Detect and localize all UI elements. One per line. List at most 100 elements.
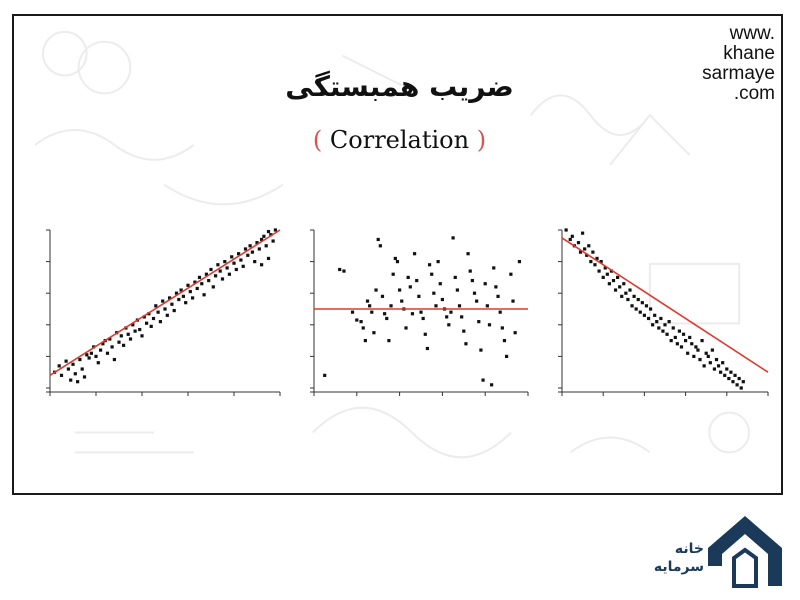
data-point: [466, 252, 470, 256]
data-point: [218, 269, 222, 273]
data-point: [449, 310, 453, 314]
data-point: [260, 263, 264, 267]
data-point: [126, 332, 130, 336]
data-point: [122, 343, 126, 347]
data-point: [700, 339, 704, 343]
data-point: [151, 316, 156, 321]
data-point: [663, 323, 667, 327]
data-point: [271, 239, 275, 243]
data-point: [464, 342, 468, 346]
data-point: [589, 260, 593, 264]
data-point: [255, 241, 259, 245]
data-point: [425, 346, 430, 351]
data-point: [266, 229, 271, 234]
data-point: [638, 310, 642, 314]
data-point: [500, 326, 504, 330]
data-point: [163, 307, 167, 311]
data-point: [585, 253, 589, 257]
data-point: [158, 320, 162, 324]
data-point: [138, 327, 142, 332]
data-point: [434, 304, 438, 308]
data-point: [410, 312, 415, 316]
data-point: [257, 247, 261, 251]
data-point: [462, 329, 466, 333]
data-point: [246, 253, 250, 257]
data-point: [262, 234, 266, 238]
data-point: [445, 315, 449, 319]
data-point: [216, 263, 220, 267]
data-point: [73, 372, 77, 376]
data-point: [112, 357, 116, 362]
site-url[interactable]: www. khane sarmaye .com: [702, 24, 775, 104]
data-point: [273, 228, 277, 232]
data-point: [735, 383, 739, 387]
data-point: [368, 304, 372, 308]
data-point: [690, 342, 694, 346]
data-point: [184, 301, 188, 305]
data-point: [96, 361, 100, 365]
data-point: [616, 275, 620, 279]
data-point: [432, 291, 436, 295]
data-point: [243, 247, 248, 251]
data-point: [376, 237, 380, 242]
data-point: [342, 269, 346, 273]
fit-line: [49, 229, 281, 377]
data-point: [661, 329, 665, 333]
data-point: [188, 290, 192, 294]
data-point: [483, 282, 487, 286]
data-point: [225, 266, 229, 270]
data-point: [513, 331, 517, 335]
data-point: [161, 299, 165, 303]
data-point: [391, 272, 395, 276]
data-point: [632, 294, 636, 298]
data-point: [739, 386, 743, 390]
data-point: [170, 302, 174, 306]
data-point: [502, 339, 507, 343]
data-point: [406, 275, 410, 279]
data-point: [165, 313, 169, 317]
data-point: [156, 310, 160, 314]
data-point: [665, 332, 669, 336]
data-point: [438, 282, 442, 286]
data-point: [692, 354, 696, 358]
data-point: [234, 267, 238, 272]
data-point: [374, 288, 378, 292]
subtitle-text: Correlation: [329, 126, 470, 154]
data-point: [195, 286, 199, 291]
brand-logo-icon[interactable]: [650, 508, 790, 592]
data-point: [620, 294, 624, 298]
data-point: [686, 351, 690, 355]
data-point: [475, 299, 479, 303]
data-point: [636, 297, 640, 302]
data-point: [110, 345, 114, 349]
data-point: [177, 297, 181, 302]
data-point: [727, 376, 731, 381]
data-point: [708, 361, 712, 365]
data-point: [725, 367, 729, 371]
data-point: [227, 272, 231, 276]
data-point: [117, 340, 121, 344]
data-point: [385, 316, 389, 321]
data-point: [427, 263, 432, 267]
data-point: [370, 310, 374, 314]
data-point: [578, 250, 583, 254]
data-point: [644, 304, 649, 308]
data-point: [490, 383, 494, 387]
data-point: [400, 299, 404, 303]
data-point: [99, 348, 103, 352]
main-frame: ضریب همبستگی ( Correlation ) www. khane …: [12, 14, 783, 495]
data-point: [172, 308, 176, 313]
data-point: [361, 326, 365, 330]
data-point: [597, 269, 601, 273]
data-point: [419, 310, 423, 314]
data-point: [436, 260, 440, 264]
data-point: [128, 337, 133, 341]
data-point: [80, 367, 84, 371]
data-point: [269, 233, 273, 237]
data-point: [479, 348, 483, 352]
data-point: [624, 291, 628, 295]
data-point: [675, 342, 679, 346]
data-point: [587, 244, 591, 248]
data-point: [657, 326, 661, 330]
site-url-line: .com: [733, 83, 775, 104]
